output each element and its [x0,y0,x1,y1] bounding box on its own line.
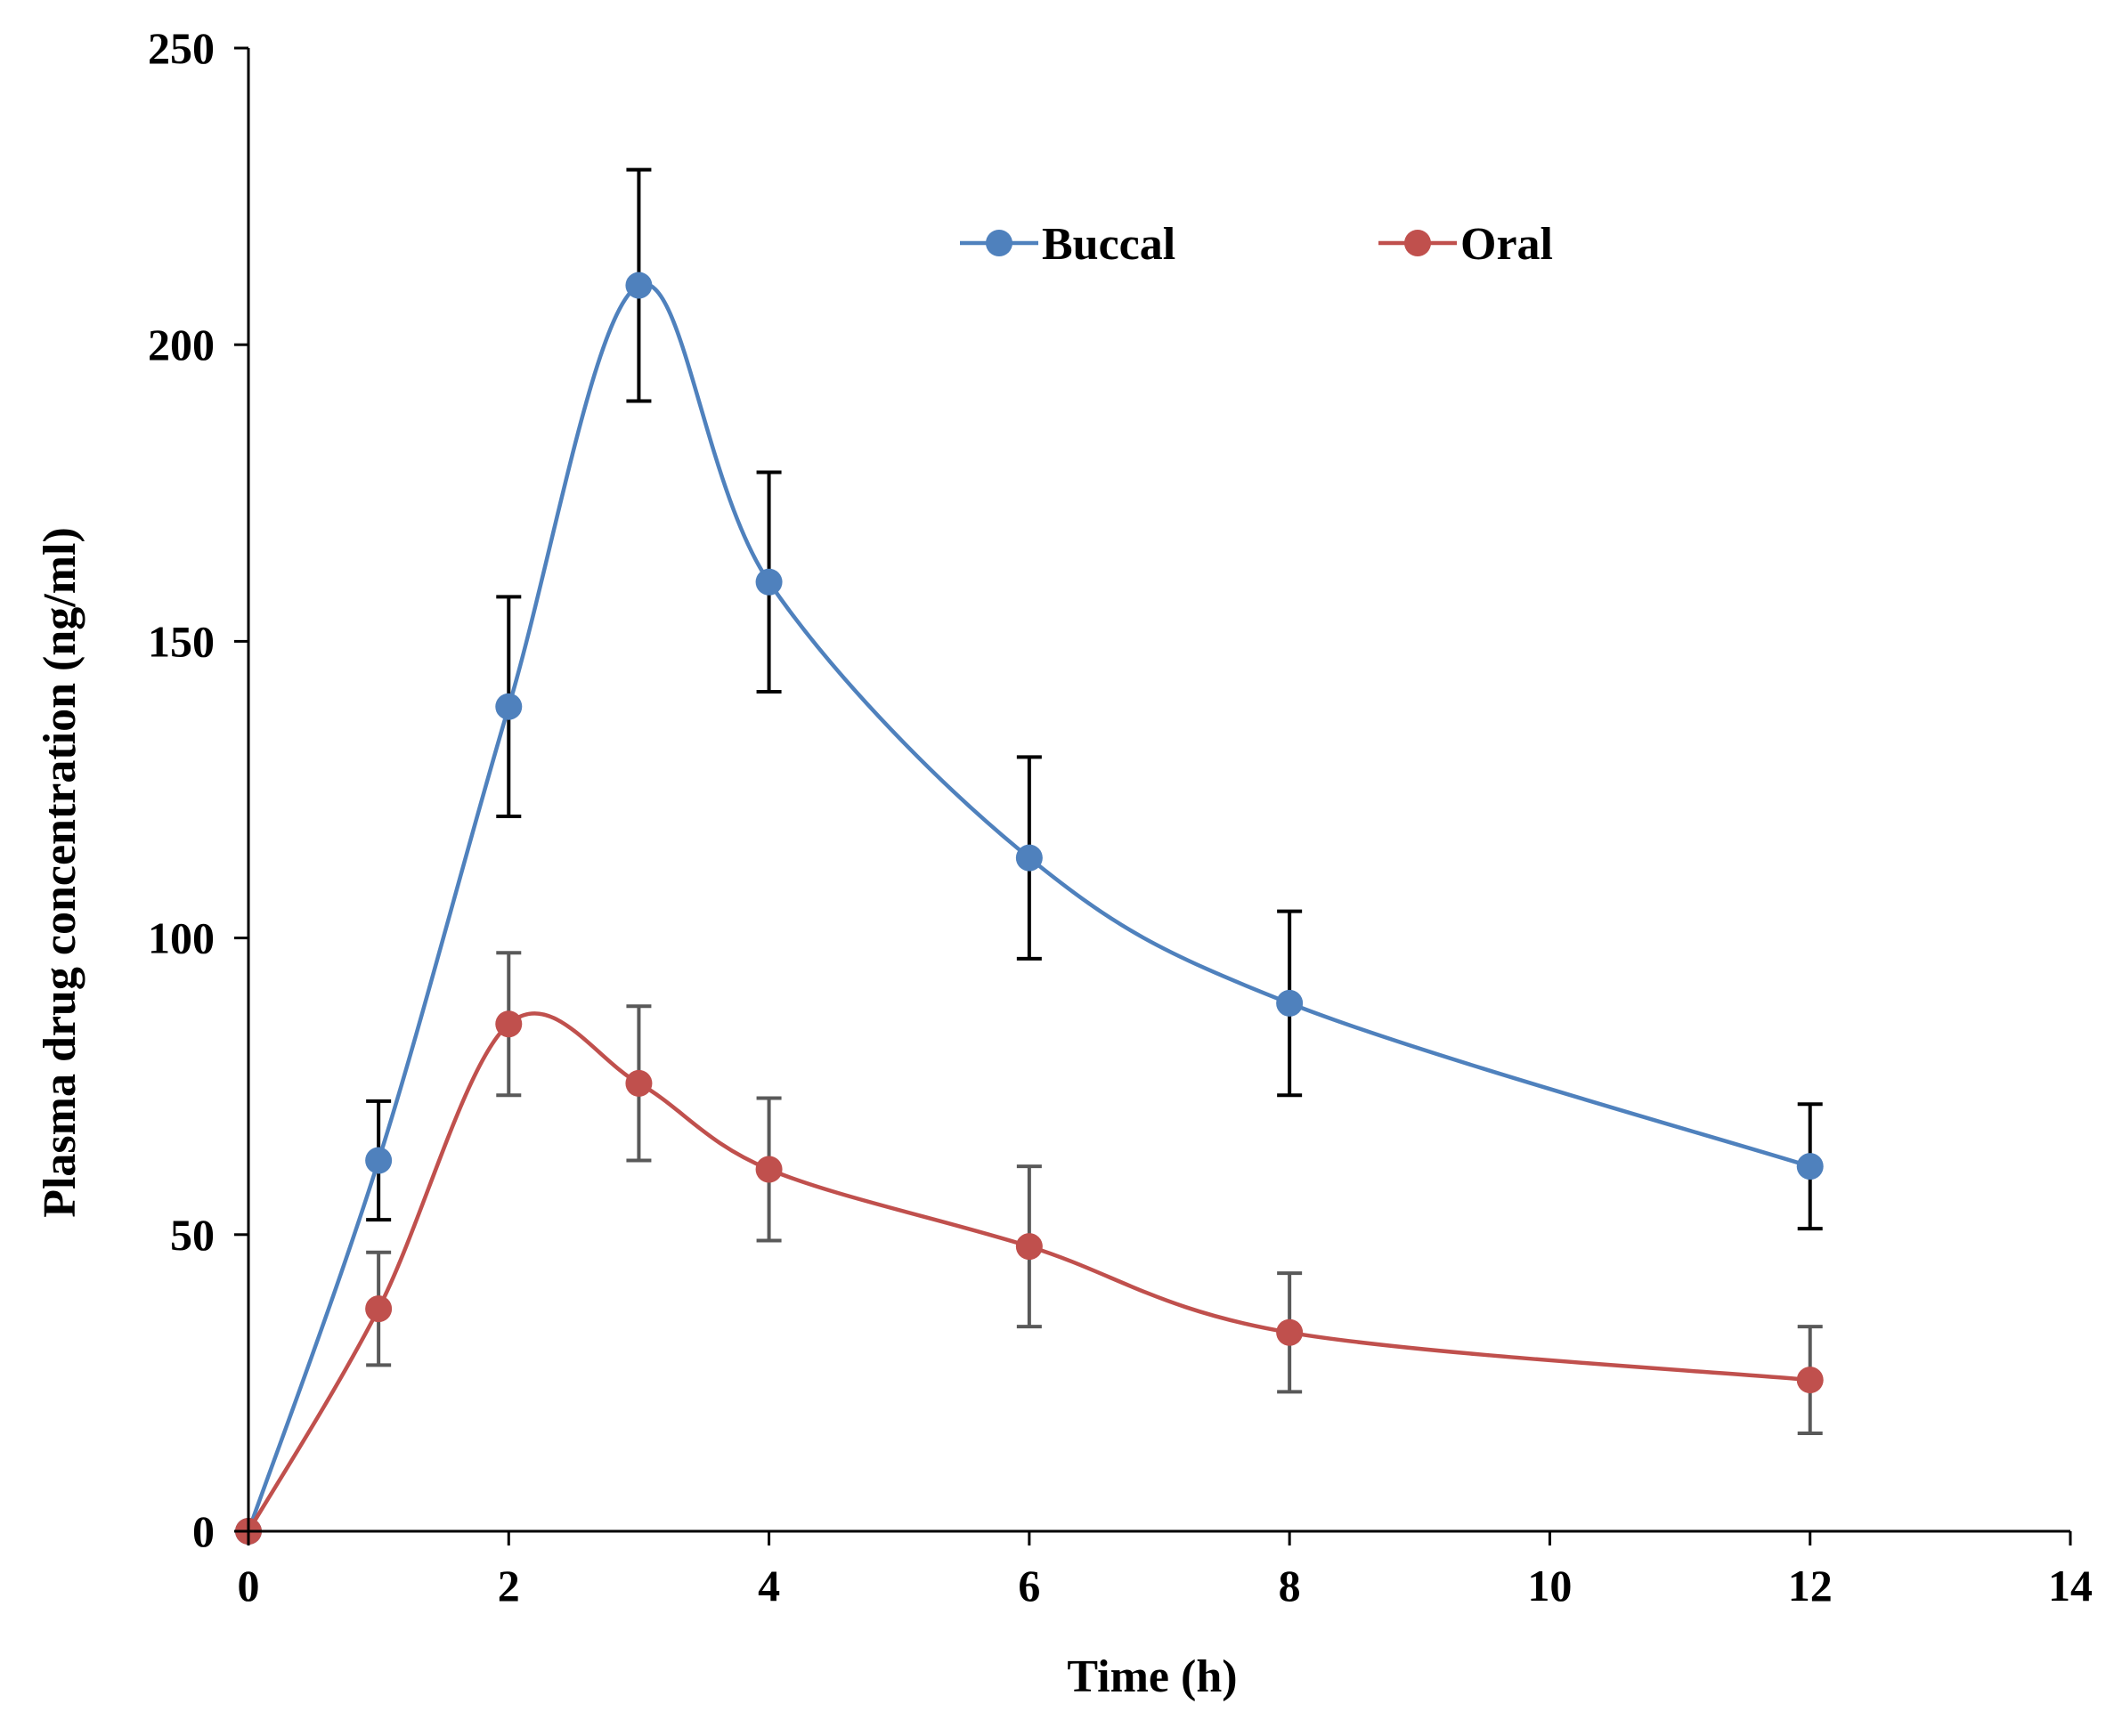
x-tick-label: 4 [758,1561,780,1610]
x-axis-title: Time (h) [1067,1651,1237,1702]
axes: 0 50 100 150 200 250 0 2 4 6 8 10 12 14 [148,23,2093,1610]
data-point-oral [495,1010,523,1038]
y-tick-label: 150 [148,616,215,666]
series-buccal [235,167,1824,1545]
data-point-oral [1276,1318,1304,1346]
series-oral [235,951,1824,1545]
x-tick-label: 12 [1788,1561,1833,1610]
y-tick-label: 250 [148,23,215,73]
y-tick-label: 0 [192,1506,215,1556]
legend-label-buccal: Buccal [1042,219,1175,270]
legend-marker-oral [1404,230,1431,256]
data-point-oral [1796,1367,1824,1394]
legend-item-oral: Oral [1378,219,1553,270]
y-tick-label: 50 [170,1210,215,1260]
x-tick-label: 8 [1279,1561,1301,1610]
data-point-oral [365,1295,393,1323]
data-point-buccal [1276,989,1304,1017]
x-tick-label: 6 [1018,1561,1040,1610]
y-tick-label: 100 [148,913,215,963]
x-tick-label: 10 [1527,1561,1572,1610]
series-line-oral [247,1011,1810,1533]
data-point-buccal [755,568,783,596]
legend-item-buccal: Buccal [960,219,1175,270]
data-point-buccal [495,693,523,720]
x-tick-label: 14 [2048,1561,2093,1610]
x-tick-label: 0 [238,1561,260,1610]
data-point-buccal [1015,844,1043,872]
plot-area [235,167,1824,1545]
data-point-buccal [625,272,653,299]
y-tick-label: 200 [148,320,215,369]
legend: Buccal Oral [960,219,1553,270]
data-point-buccal [1796,1153,1824,1180]
data-point-buccal [365,1147,393,1174]
y-axis-title: Plasma drug concentration (ng/ml) [35,527,85,1218]
legend-marker-buccal [986,230,1012,256]
x-tick-label: 2 [498,1561,520,1610]
legend-label-oral: Oral [1460,219,1553,270]
data-point-oral [1015,1233,1043,1261]
data-point-oral [625,1069,653,1097]
data-point-oral [755,1156,783,1183]
